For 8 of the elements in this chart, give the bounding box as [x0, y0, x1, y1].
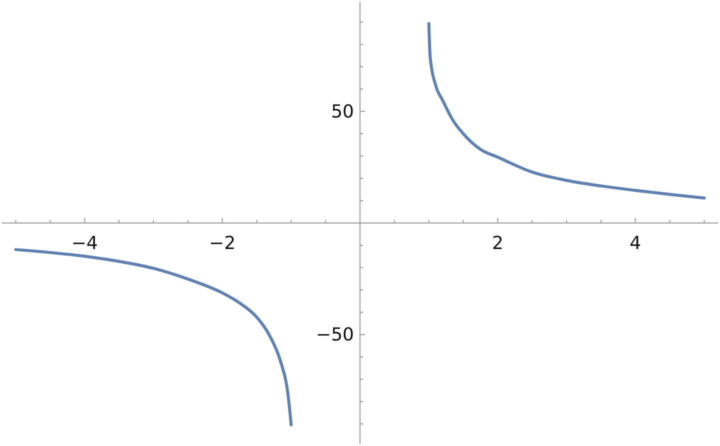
line-series — [427, 22, 706, 200]
y-tick-label: 50 — [331, 101, 354, 122]
line-series — [14, 248, 293, 426]
x-tick-label: 2 — [492, 233, 504, 254]
x-tick-label: 4 — [630, 233, 642, 254]
x-tick-label: −4 — [71, 233, 98, 254]
x-tick-label: −2 — [209, 233, 236, 254]
y-tick-label: −50 — [316, 324, 354, 346]
